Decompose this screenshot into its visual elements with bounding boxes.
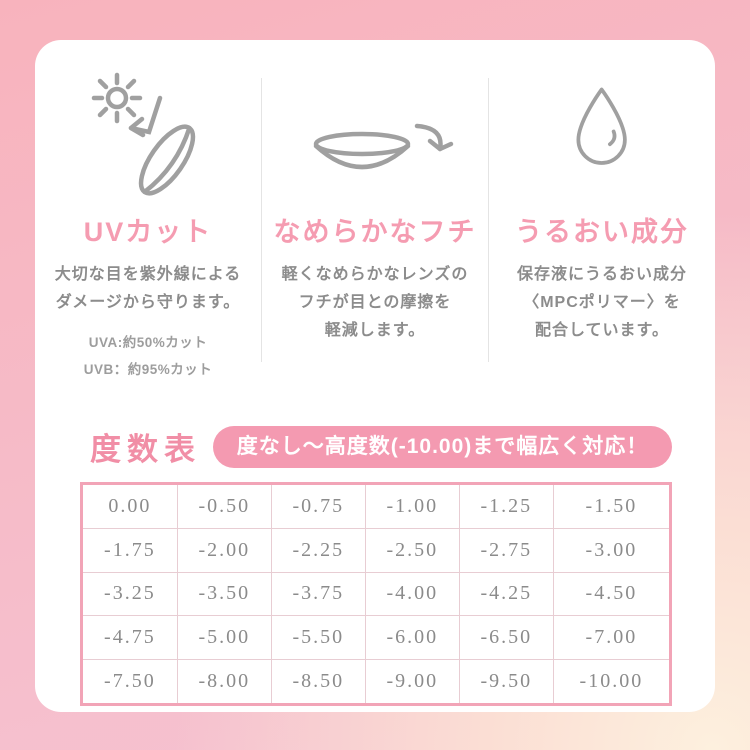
uv-cut-notes: UVA:約50%カット UVB：約95%カット bbox=[35, 329, 261, 383]
feature-title: うるおい成分 bbox=[515, 217, 689, 247]
power-value-cell: -0.50 bbox=[176, 483, 272, 529]
power-value-cell: -7.50 bbox=[81, 659, 178, 705]
feature-description: 保存液にうるおい成分 〈MPCポリマー〉を 配合しています。 bbox=[489, 261, 715, 345]
power-value-cell: -4.25 bbox=[458, 571, 554, 617]
feature-description-line: 大切な目を紫外線による bbox=[54, 266, 242, 283]
feature-description-line: 軽くなめらかなレンズの bbox=[281, 266, 469, 283]
power-table-row: -4.75 -5.00 -5.50 -6.00 -6.50 -7.00 bbox=[81, 615, 672, 661]
smooth-edge-lens-icon bbox=[262, 70, 488, 202]
column-divider bbox=[261, 78, 262, 362]
power-value-cell: -3.00 bbox=[552, 527, 672, 573]
power-value-cell: -4.00 bbox=[364, 571, 460, 617]
power-value-cell: -10.00 bbox=[552, 659, 672, 705]
feature-description-line: 軽減します。 bbox=[324, 322, 426, 339]
power-value-cell: 0.00 bbox=[81, 483, 178, 529]
power-table: 0.00 -0.50 -0.75 -1.00 -1.25 -1.50 -1.75 -2.00-… bbox=[80, 482, 672, 706]
feature-moisture: うるおい成分 保存液にうるおい成分 〈MPCポリマー〉を 配合しています。 bbox=[489, 40, 715, 400]
uvb-note: UVB：約95%カット bbox=[83, 362, 213, 377]
power-table-row: 0.00 -0.50 -0.75 -1.00 -1.25 -1.50 bbox=[81, 483, 672, 529]
uv-sun-lens-icon bbox=[35, 70, 261, 202]
power-table-title: 度数表 bbox=[90, 432, 201, 467]
features-row: UVカット 大切な目を紫外線による ダメージから守ります。 UVA:約50%カッ… bbox=[35, 40, 715, 400]
power-value-cell: -4.75 bbox=[81, 615, 178, 661]
power-value-cell: -9.50 bbox=[458, 659, 554, 705]
power-value-cell: -8.00 bbox=[176, 659, 272, 705]
power-table-row: -1.75 -2.00 -2.25 -2.50 -2.75 -3.00 bbox=[81, 527, 672, 573]
power-value-cell: -2.75 bbox=[458, 527, 554, 573]
feature-description-line: 〈MPCポリマー〉を bbox=[523, 294, 681, 311]
feature-description-line: 保存液にうるおい成分 bbox=[516, 266, 687, 283]
feature-description-line: ダメージから守ります。 bbox=[55, 294, 241, 311]
uva-note: UVA:約50%カット bbox=[88, 335, 208, 350]
power-value-cell: -0.75 bbox=[270, 483, 366, 529]
column-divider bbox=[488, 78, 489, 362]
power-table-header: 度数表 度なし〜高度数(-10.00)まで幅広く対応！ bbox=[90, 424, 672, 469]
power-value-cell: -1.00 bbox=[364, 483, 460, 529]
power-value-cell: -1.75 bbox=[81, 527, 178, 573]
feature-description-line: フチが目との摩擦を bbox=[298, 294, 452, 311]
content-panel: UVカット 大切な目を紫外線による ダメージから守ります。 UVA:約50%カッ… bbox=[35, 40, 715, 712]
power-table-row: -3.25 -3.50 -3.75 -4.00 -4.25 -4.50 bbox=[81, 571, 672, 617]
power-value-cell: -9.00 bbox=[364, 659, 460, 705]
power-value-cell: -6.00 bbox=[364, 615, 460, 661]
power-value-cell: -2.25 bbox=[270, 527, 366, 573]
feature-description: 軽くなめらかなレンズの フチが目との摩擦を 軽減します。 bbox=[262, 261, 488, 345]
power-value-cell: -7.00 bbox=[552, 615, 672, 661]
feature-title: なめらかなフチ bbox=[273, 217, 477, 247]
power-value-cell: -5.00 bbox=[176, 615, 272, 661]
water-drop-icon bbox=[489, 70, 715, 202]
feature-title: UVカット bbox=[83, 217, 213, 247]
power-value-cell: -8.50 bbox=[270, 659, 366, 705]
feature-description: 大切な目を紫外線による ダメージから守ります。 bbox=[35, 261, 261, 317]
power-range-banner: 度なし〜高度数(-10.00)まで幅広く対応！ bbox=[213, 425, 672, 468]
power-value-cell: -3.75 bbox=[270, 571, 366, 617]
power-value-cell: -6.50 bbox=[458, 615, 554, 661]
power-value-cell: -1.50 bbox=[552, 483, 672, 529]
power-value-cell: -5.50 bbox=[270, 615, 366, 661]
power-value-cell: -1.25 bbox=[458, 483, 554, 529]
power-table-row: -7.50 -8.00 -8.50 -9.00 -9.50 -10.00 bbox=[81, 659, 672, 705]
feature-uv-cut: UVカット 大切な目を紫外線による ダメージから守ります。 UVA:約50%カッ… bbox=[35, 40, 261, 400]
power-value-cell: -2.00 bbox=[176, 527, 272, 573]
power-value-cell: -3.25 bbox=[81, 571, 178, 617]
power-value-cell: -4.50 bbox=[552, 571, 672, 617]
power-value-cell: -2.50 bbox=[364, 527, 460, 573]
feature-smooth-edge: なめらかなフチ 軽くなめらかなレンズの フチが目との摩擦を 軽減します。 bbox=[262, 40, 488, 400]
power-value-cell: -3.50 bbox=[176, 571, 272, 617]
feature-description-line: 配合しています。 bbox=[535, 322, 669, 339]
